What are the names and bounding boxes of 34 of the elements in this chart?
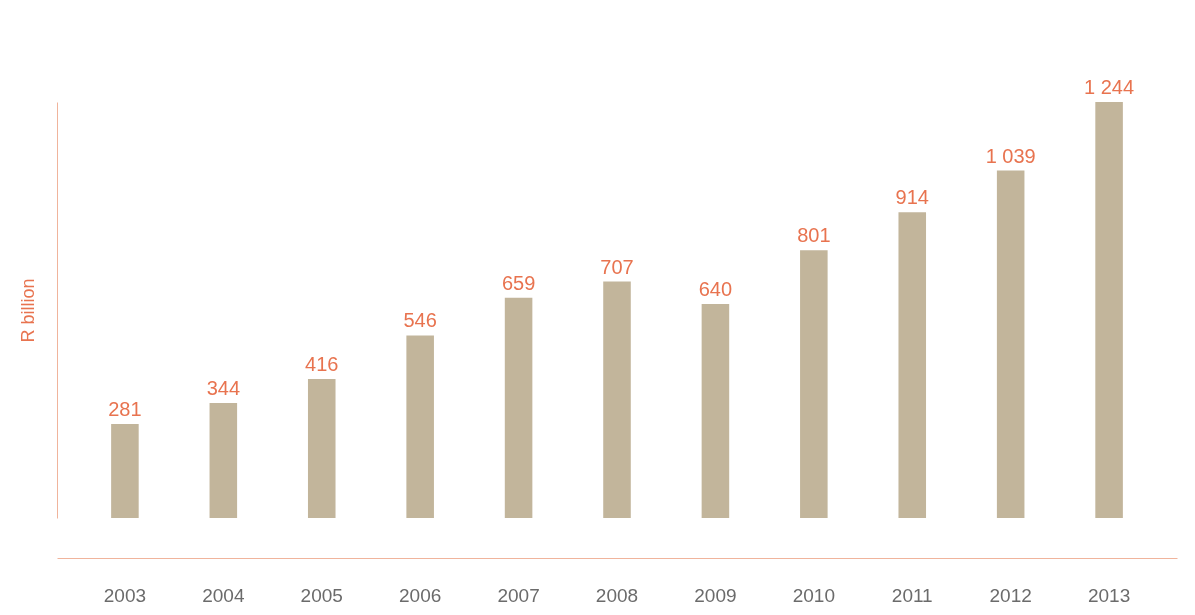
data-label: 1 244 [1084,76,1135,98]
x-tick-label: 2011 [891,584,933,606]
x-tick-label: 2008 [595,584,639,606]
bar [800,250,828,518]
data-label: 416 [305,352,339,375]
bar [701,303,730,518]
bar [504,297,533,518]
x-tick-label: 2012 [989,584,1032,606]
data-label: 281 [108,398,142,421]
bar [1095,102,1123,518]
x-tick-label: 2004 [202,584,245,606]
bar [898,212,927,518]
bar [996,170,1025,518]
data-label: 659 [501,271,536,294]
bar [406,335,434,518]
x-tick-label: 2003 [103,584,147,606]
x-tick-label: 2009 [694,584,737,606]
data-label: 344 [206,376,241,399]
data-label: 707 [600,255,634,278]
bar [209,402,238,518]
bar [603,281,631,518]
data-label: 801 [797,224,831,247]
x-tick-label: 2010 [792,584,835,606]
x-tick-label: 2006 [399,584,442,606]
data-label: 640 [698,277,733,300]
data-label: 1 039 [985,144,1036,167]
bar [111,424,139,518]
y-axis-title: R billion [17,278,38,343]
x-tick-label: 2013 [1087,584,1131,606]
data-label: 546 [403,309,437,332]
bar [307,378,336,518]
x-tick-label: 2007 [497,584,540,606]
x-tick-label: 2005 [300,584,343,606]
data-label: 914 [895,186,929,209]
